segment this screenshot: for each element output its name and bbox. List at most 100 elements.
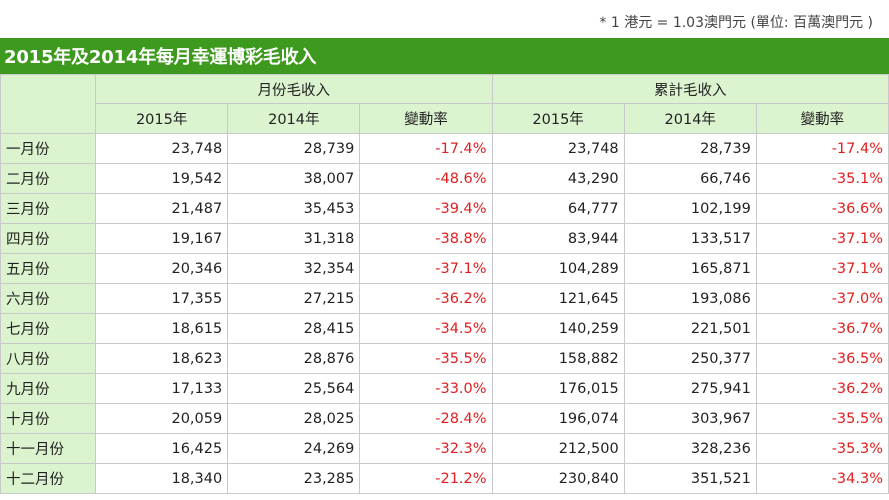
month-cell: 二月份 bbox=[0, 163, 97, 194]
month-cell: 七月份 bbox=[0, 313, 97, 344]
monthly-2015-cell: 19,167 bbox=[95, 223, 229, 254]
monthly-2014-cell: 28,739 bbox=[227, 133, 361, 164]
cumulative-2015-cell: 230,840 bbox=[491, 463, 625, 494]
cumulative-2015-cell: 64,777 bbox=[491, 193, 625, 224]
header-monthly-2015: 2015年 bbox=[95, 103, 229, 134]
monthly-2014-cell: 32,354 bbox=[227, 253, 361, 284]
table-row: 十二月份 18,340 23,285 -21.2% 230,840 351,521 -34.… bbox=[0, 463, 889, 494]
monthly-2015-cell: 18,623 bbox=[95, 343, 229, 374]
monthly-change-cell: -21.2% bbox=[359, 463, 493, 494]
cumulative-2015-cell: 176,015 bbox=[491, 373, 625, 404]
table-row: 六月份 17,355 27,215 -36.2% 121,645 193,086 -37.0… bbox=[0, 283, 889, 314]
cumulative-2014-cell: 351,521 bbox=[623, 463, 757, 494]
header-monthly-change: 變動率 bbox=[359, 103, 493, 134]
monthly-change-cell: -17.4% bbox=[359, 133, 493, 164]
monthly-2014-cell: 38,007 bbox=[227, 163, 361, 194]
cumulative-2015-cell: 140,259 bbox=[491, 313, 625, 344]
header-cumulative-2015: 2015年 bbox=[491, 103, 625, 134]
exchange-rate-note: * 1 港元 = 1.03澳門元 (單位: 百萬澳門元 ) bbox=[599, 15, 873, 31]
month-cell: 四月份 bbox=[0, 223, 97, 254]
cumulative-2014-cell: 66,746 bbox=[623, 163, 757, 194]
monthly-change-cell: -34.5% bbox=[359, 313, 493, 344]
monthly-change-cell: -37.1% bbox=[359, 253, 493, 284]
table-row: 三月份 21,487 35,453 -39.4% 64,777 102,199 -36.6% bbox=[0, 193, 889, 224]
monthly-2015-cell: 18,340 bbox=[95, 463, 229, 494]
cumulative-change-cell: -36.6% bbox=[755, 193, 889, 224]
monthly-2015-cell: 19,542 bbox=[95, 163, 229, 194]
month-cell: 八月份 bbox=[0, 343, 97, 374]
header-cumulative-2014: 2014年 bbox=[623, 103, 757, 134]
cumulative-2015-cell: 121,645 bbox=[491, 283, 625, 314]
cumulative-2014-cell: 275,941 bbox=[623, 373, 757, 404]
cumulative-2014-cell: 28,739 bbox=[623, 133, 757, 164]
cumulative-2014-cell: 193,086 bbox=[623, 283, 757, 314]
cumulative-2014-cell: 250,377 bbox=[623, 343, 757, 374]
cumulative-change-cell: -17.4% bbox=[755, 133, 889, 164]
cumulative-change-cell: -34.3% bbox=[755, 463, 889, 494]
cumulative-2014-cell: 221,501 bbox=[623, 313, 757, 344]
table-title: 2015年及2014年每月幸運博彩毛收入 bbox=[0, 38, 889, 74]
table-row: 七月份 18,615 28,415 -34.5% 140,259 221,501 -36.7… bbox=[0, 313, 889, 344]
cumulative-change-cell: -37.0% bbox=[755, 283, 889, 314]
monthly-change-cell: -33.0% bbox=[359, 373, 493, 404]
cumulative-2015-cell: 83,944 bbox=[491, 223, 625, 254]
monthly-change-cell: -38.8% bbox=[359, 223, 493, 254]
month-cell: 一月份 bbox=[0, 133, 97, 164]
month-cell: 十月份 bbox=[0, 403, 97, 434]
table-row: 二月份 19,542 38,007 -48.6% 43,290 66,746 -35.1% bbox=[0, 163, 889, 194]
monthly-2014-cell: 28,876 bbox=[227, 343, 361, 374]
cumulative-2015-cell: 158,882 bbox=[491, 343, 625, 374]
header-corner bbox=[0, 74, 97, 134]
cumulative-change-cell: -35.3% bbox=[755, 433, 889, 464]
cumulative-2015-cell: 104,289 bbox=[491, 253, 625, 284]
monthly-2014-cell: 25,564 bbox=[227, 373, 361, 404]
monthly-2015-cell: 17,133 bbox=[95, 373, 229, 404]
monthly-2015-cell: 17,355 bbox=[95, 283, 229, 314]
cumulative-2014-cell: 303,967 bbox=[623, 403, 757, 434]
table-row: 五月份 20,346 32,354 -37.1% 104,289 165,871 -37.1… bbox=[0, 253, 889, 284]
monthly-2015-cell: 23,748 bbox=[95, 133, 229, 164]
monthly-change-cell: -35.5% bbox=[359, 343, 493, 374]
cumulative-change-cell: -35.5% bbox=[755, 403, 889, 434]
cumulative-2015-cell: 23,748 bbox=[491, 133, 625, 164]
monthly-change-cell: -36.2% bbox=[359, 283, 493, 314]
monthly-2015-cell: 20,346 bbox=[95, 253, 229, 284]
monthly-2014-cell: 31,318 bbox=[227, 223, 361, 254]
monthly-2014-cell: 28,415 bbox=[227, 313, 361, 344]
cumulative-change-cell: -37.1% bbox=[755, 223, 889, 254]
table-row: 一月份 23,748 28,739 -17.4% 23,748 28,739 -17.4% bbox=[0, 133, 889, 164]
cumulative-change-cell: -36.2% bbox=[755, 373, 889, 404]
cumulative-2014-cell: 328,236 bbox=[623, 433, 757, 464]
cumulative-2015-cell: 196,074 bbox=[491, 403, 625, 434]
table-body: 一月份 23,748 28,739 -17.4% 23,748 28,739 -17.4% 二… bbox=[0, 133, 889, 494]
monthly-2014-cell: 28,025 bbox=[227, 403, 361, 434]
monthly-2015-cell: 20,059 bbox=[95, 403, 229, 434]
table-row: 十月份 20,059 28,025 -28.4% 196,074 303,967 -35.5… bbox=[0, 403, 889, 434]
month-cell: 六月份 bbox=[0, 283, 97, 314]
revenue-table: 月份毛收入 累計毛收入 2015年 2014年 變動率 2015年 2014年 … bbox=[0, 74, 889, 494]
header-cumulative-group: 累計毛收入 bbox=[491, 74, 889, 104]
cumulative-change-cell: -36.5% bbox=[755, 343, 889, 374]
monthly-change-cell: -28.4% bbox=[359, 403, 493, 434]
monthly-change-cell: -32.3% bbox=[359, 433, 493, 464]
header-monthly-2014: 2014年 bbox=[227, 103, 361, 134]
month-cell: 三月份 bbox=[0, 193, 97, 224]
cumulative-2014-cell: 102,199 bbox=[623, 193, 757, 224]
monthly-2014-cell: 27,215 bbox=[227, 283, 361, 314]
monthly-2014-cell: 35,453 bbox=[227, 193, 361, 224]
monthly-2015-cell: 21,487 bbox=[95, 193, 229, 224]
cumulative-2015-cell: 212,500 bbox=[491, 433, 625, 464]
table-row: 八月份 18,623 28,876 -35.5% 158,882 250,377 -36.5… bbox=[0, 343, 889, 374]
monthly-change-cell: -39.4% bbox=[359, 193, 493, 224]
monthly-2014-cell: 23,285 bbox=[227, 463, 361, 494]
month-cell: 十二月份 bbox=[0, 463, 97, 494]
cumulative-change-cell: -35.1% bbox=[755, 163, 889, 194]
monthly-change-cell: -48.6% bbox=[359, 163, 493, 194]
month-cell: 九月份 bbox=[0, 373, 97, 404]
monthly-2015-cell: 16,425 bbox=[95, 433, 229, 464]
monthly-2015-cell: 18,615 bbox=[95, 313, 229, 344]
header-monthly-group: 月份毛收入 bbox=[95, 74, 493, 104]
cumulative-2014-cell: 165,871 bbox=[623, 253, 757, 284]
table-row: 十一月份 16,425 24,269 -32.3% 212,500 328,236 -35.… bbox=[0, 433, 889, 464]
header-cumulative-change: 變動率 bbox=[755, 103, 889, 134]
